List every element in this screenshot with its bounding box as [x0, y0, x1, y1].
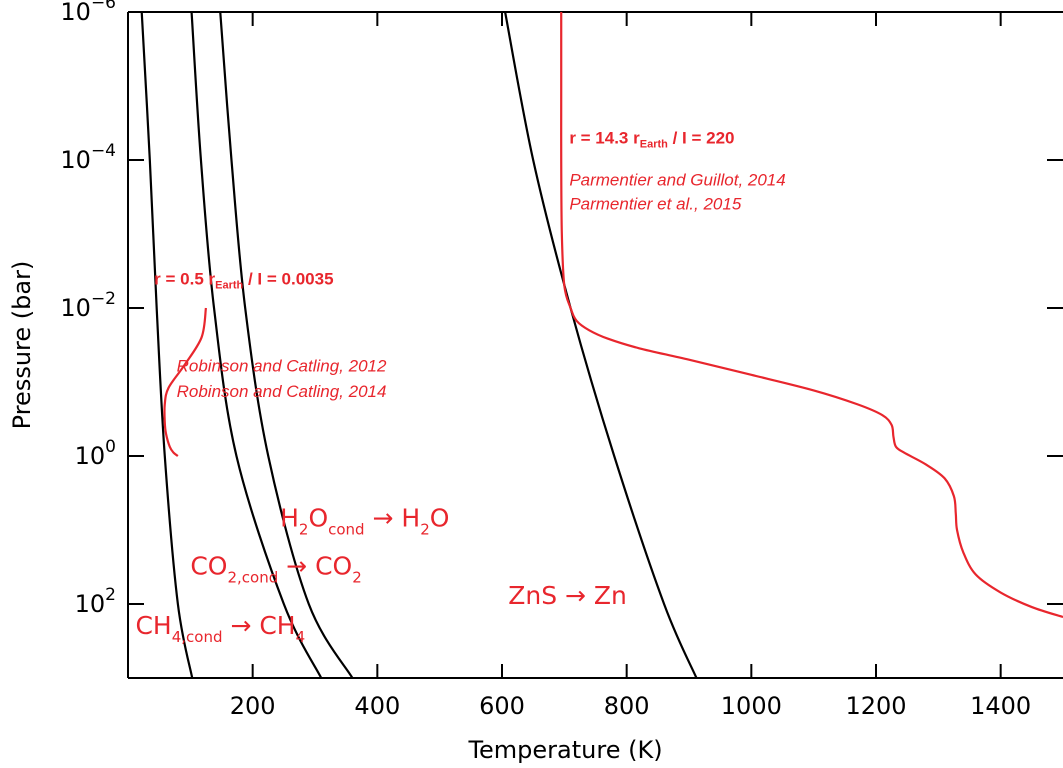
x-tick-label: 200 — [230, 692, 276, 720]
cold-profile-header: r = 0.5 rEarth / I = 0.0035 — [154, 269, 333, 291]
zns-condensation-label: ZnS → Zn — [508, 581, 627, 610]
y-tick-label: 10−4 — [60, 141, 116, 174]
x-tick-label: 1200 — [845, 692, 906, 720]
x-tick-label: 400 — [354, 692, 400, 720]
cold-reference-1: Robinson and Catling, 2012 — [177, 356, 387, 375]
plot-frame — [127, 11, 1063, 679]
hot-reference-2: Parmentier et al., 2015 — [569, 195, 742, 214]
x-tick-label: 600 — [479, 692, 525, 720]
series-line-6 — [560, 12, 1063, 619]
curves-layer — [140, 12, 1063, 678]
y-tick-label: 10−6 — [60, 0, 116, 26]
hot-reference-1: Parmentier and Guillot, 2014 — [569, 170, 785, 189]
x-axis-title: Temperature (K) — [467, 736, 662, 764]
y-axis-title: Pressure (bar) — [8, 261, 36, 430]
y-tick-label: 10−2 — [60, 289, 116, 322]
ticks-layer: 200 400 600 800 1000 1200 1400 10−6 10−4 10−2 100 1… — [60, 0, 1063, 720]
co2-condensation-label: CO2,cond → CO2 — [190, 552, 361, 587]
h2o-condensation-label: H2Ocond → H2O — [280, 504, 449, 539]
y-tick-label: 100 — [75, 437, 116, 470]
annotations-layer: r = 14.3 rEarth / I = 220 r = 0.5 rEarth … — [135, 129, 785, 647]
series-line-3 — [219, 12, 354, 678]
cold-reference-2: Robinson and Catling, 2014 — [177, 382, 387, 401]
series-line-2 — [190, 12, 323, 678]
series-line-4 — [504, 12, 698, 678]
y-tick-label: 102 — [75, 585, 116, 618]
series-line-5 — [163, 307, 208, 457]
x-tick-label: 1400 — [970, 692, 1031, 720]
x-tick-label: 1000 — [721, 692, 782, 720]
ch4-condensation-label: CH4,cond → CH4 — [135, 611, 305, 646]
series-line-1 — [140, 12, 194, 678]
hot-profile-header: r = 14.3 rEarth / I = 220 — [569, 129, 734, 151]
x-tick-label: 800 — [604, 692, 650, 720]
